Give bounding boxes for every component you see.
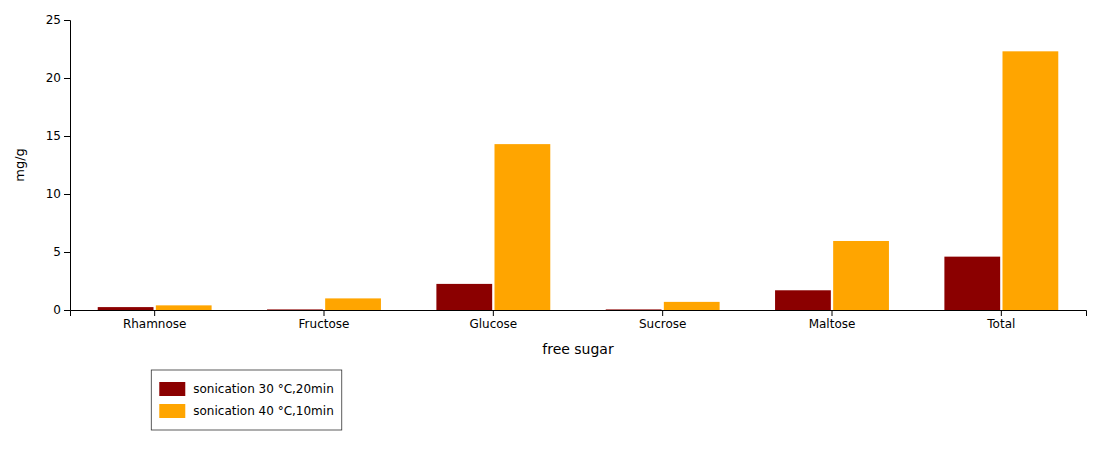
y-tick-label: 0 xyxy=(53,303,61,317)
y-tick-mark xyxy=(64,136,70,137)
x-tick: Fructose xyxy=(299,310,350,331)
bar xyxy=(775,290,831,310)
y-tick-label: 20 xyxy=(46,71,61,85)
y-tick-label: 15 xyxy=(46,129,61,143)
x-tick-mark xyxy=(662,310,663,316)
x-tick-mark xyxy=(154,310,155,316)
x-tick: Rhamnose xyxy=(123,310,187,331)
legend-item: sonication 40 °C,10min xyxy=(159,404,333,418)
y-tick: 25 xyxy=(46,13,70,27)
y-tick: 10 xyxy=(46,187,70,201)
y-tick: 0 xyxy=(53,303,70,317)
y-tick-label: 10 xyxy=(46,187,61,201)
y-tick: 15 xyxy=(46,129,70,143)
y-axis-line xyxy=(64,21,71,311)
bar xyxy=(606,309,662,310)
bar xyxy=(98,307,154,310)
bar xyxy=(833,241,889,310)
x-tick-mark xyxy=(324,310,325,316)
bar xyxy=(156,305,212,310)
y-tick-mark xyxy=(64,252,70,253)
x-tick-label: Sucrose xyxy=(639,317,686,331)
legend-item: sonication 30 °C,20min xyxy=(159,382,333,396)
bar xyxy=(325,298,381,310)
legend-box xyxy=(151,370,341,430)
bar xyxy=(1002,51,1058,310)
x-tick: Total xyxy=(986,310,1015,331)
bar xyxy=(267,309,323,310)
legend-swatch xyxy=(159,382,185,396)
bar xyxy=(494,144,550,310)
x-tick-mark xyxy=(832,310,833,316)
y-tick: 20 xyxy=(46,71,70,85)
bar xyxy=(436,284,492,310)
plot-area: Rhamnose Fructose Glucose Sucrose Maltose Tot… xyxy=(12,13,1087,357)
x-tick-mark xyxy=(493,310,494,316)
chart-container: Rhamnose Fructose Glucose Sucrose Maltose Tot… xyxy=(0,0,1106,450)
x-tick: Sucrose xyxy=(639,310,686,331)
y-axis-title: mg/g xyxy=(12,148,27,182)
x-tick: Maltose xyxy=(809,310,856,331)
legend-label: sonication 30 °C,20min xyxy=(193,382,333,396)
y-tick-mark xyxy=(64,310,70,311)
bar xyxy=(664,302,720,310)
x-tick-label: Total xyxy=(986,317,1015,331)
bar xyxy=(944,257,1000,310)
x-tick-label: Glucose xyxy=(469,317,517,331)
x-tick-label: Fructose xyxy=(299,317,350,331)
x-axis-line xyxy=(71,311,1087,317)
x-tick-mark xyxy=(1001,310,1002,316)
y-tick-mark xyxy=(64,20,70,21)
y-tick-mark xyxy=(64,194,70,195)
x-tick: Glucose xyxy=(469,310,517,331)
legend-swatch xyxy=(159,404,185,418)
y-tick: 5 xyxy=(53,245,70,259)
bars xyxy=(98,51,1059,310)
legend: sonication 30 °C,20min sonication 40 °C,1… xyxy=(151,370,341,430)
x-tick-label: Maltose xyxy=(809,317,856,331)
x-tick-label: Rhamnose xyxy=(123,317,187,331)
y-axis: 0 5 10 15 20 25 xyxy=(46,13,71,317)
x-axis-title: free sugar xyxy=(542,341,614,357)
legend-label: sonication 40 °C,10min xyxy=(193,404,333,418)
y-tick-mark xyxy=(64,78,70,79)
chart-svg: Rhamnose Fructose Glucose Sucrose Maltose Tot… xyxy=(0,0,1106,450)
x-axis: Rhamnose Fructose Glucose Sucrose Maltose Tot… xyxy=(71,310,1087,331)
y-tick-label: 25 xyxy=(46,13,61,27)
bar-series xyxy=(156,51,1058,310)
y-tick-label: 5 xyxy=(53,245,61,259)
